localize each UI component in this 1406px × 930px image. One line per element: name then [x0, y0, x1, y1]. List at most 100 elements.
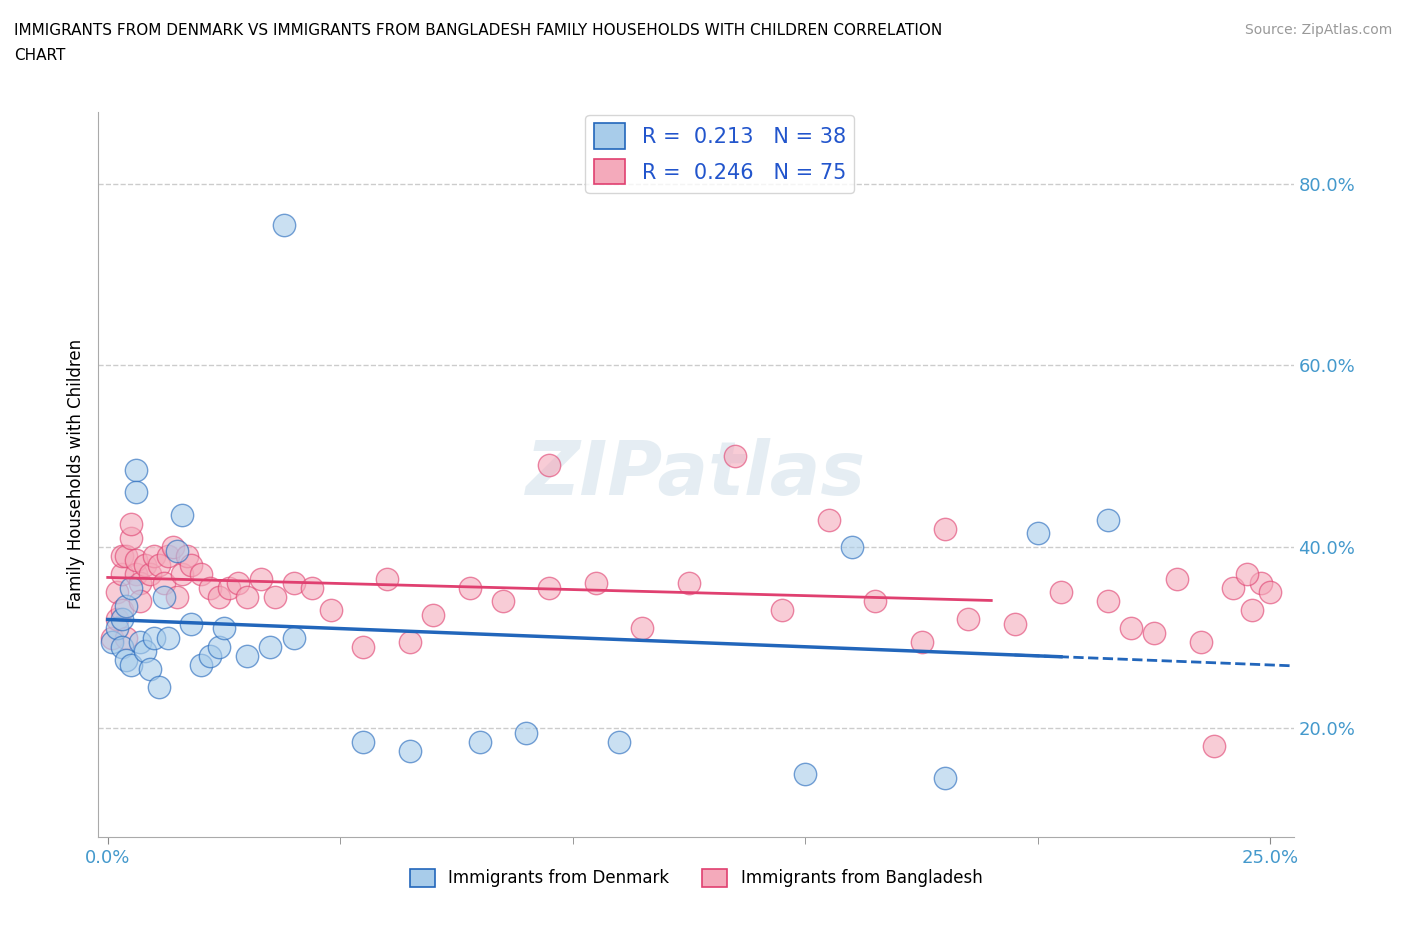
Point — [166, 544, 188, 559]
Point — [678, 576, 700, 591]
Point — [134, 558, 156, 573]
Point — [120, 580, 142, 595]
Point — [157, 631, 180, 645]
Point — [111, 612, 134, 627]
Point — [283, 576, 305, 591]
Point — [724, 449, 747, 464]
Point — [124, 462, 146, 477]
Point — [1026, 525, 1049, 540]
Point — [301, 580, 323, 595]
Point — [1258, 585, 1281, 600]
Point — [956, 612, 979, 627]
Point — [129, 576, 152, 591]
Point — [1050, 585, 1073, 600]
Point — [198, 580, 221, 595]
Point — [176, 549, 198, 564]
Point — [259, 639, 281, 654]
Point — [157, 549, 180, 564]
Point — [1222, 580, 1244, 595]
Point — [1143, 626, 1166, 641]
Point — [105, 585, 128, 600]
Point — [166, 590, 188, 604]
Point — [468, 735, 491, 750]
Point — [794, 766, 817, 781]
Point — [172, 566, 194, 581]
Point — [218, 580, 240, 595]
Point — [399, 634, 422, 649]
Point — [934, 521, 956, 536]
Point — [212, 621, 235, 636]
Point — [353, 735, 375, 750]
Point — [236, 590, 259, 604]
Point — [1236, 566, 1258, 581]
Point — [1004, 617, 1026, 631]
Point — [250, 571, 273, 586]
Point — [124, 553, 146, 568]
Point — [115, 631, 138, 645]
Point — [115, 598, 138, 613]
Point — [134, 644, 156, 658]
Point — [105, 612, 128, 627]
Point — [120, 530, 142, 545]
Point — [101, 631, 124, 645]
Point — [817, 512, 839, 527]
Point — [101, 634, 124, 649]
Point — [115, 653, 138, 668]
Point — [585, 576, 607, 591]
Legend: Immigrants from Denmark, Immigrants from Bangladesh: Immigrants from Denmark, Immigrants from… — [404, 862, 988, 894]
Point — [115, 549, 138, 564]
Point — [607, 735, 630, 750]
Point — [236, 648, 259, 663]
Point — [124, 566, 146, 581]
Point — [460, 580, 482, 595]
Point — [111, 639, 134, 654]
Point — [399, 743, 422, 758]
Point — [375, 571, 398, 586]
Point — [1097, 512, 1119, 527]
Point — [770, 603, 793, 618]
Y-axis label: Family Households with Children: Family Households with Children — [66, 339, 84, 609]
Point — [208, 590, 231, 604]
Point — [538, 580, 561, 595]
Point — [111, 549, 134, 564]
Point — [190, 566, 212, 581]
Point — [264, 590, 287, 604]
Point — [143, 549, 166, 564]
Point — [120, 658, 142, 672]
Point — [162, 539, 184, 554]
Point — [273, 218, 295, 232]
Point — [111, 566, 134, 581]
Point — [934, 771, 956, 786]
Point — [129, 594, 152, 609]
Point — [208, 639, 231, 654]
Text: IMMIGRANTS FROM DENMARK VS IMMIGRANTS FROM BANGLADESH FAMILY HOUSEHOLDS WITH CHI: IMMIGRANTS FROM DENMARK VS IMMIGRANTS FR… — [14, 23, 942, 38]
Point — [538, 458, 561, 472]
Point — [143, 631, 166, 645]
Point — [492, 594, 515, 609]
Point — [841, 539, 863, 554]
Text: CHART: CHART — [14, 48, 66, 63]
Point — [124, 485, 146, 500]
Point — [1166, 571, 1188, 586]
Point — [353, 639, 375, 654]
Point — [1189, 634, 1212, 649]
Point — [283, 631, 305, 645]
Text: Source: ZipAtlas.com: Source: ZipAtlas.com — [1244, 23, 1392, 37]
Point — [152, 590, 174, 604]
Point — [910, 634, 932, 649]
Point — [138, 566, 160, 581]
Point — [190, 658, 212, 672]
Point — [319, 603, 342, 618]
Point — [180, 558, 202, 573]
Point — [1250, 576, 1272, 591]
Point — [631, 621, 654, 636]
Point — [1240, 603, 1263, 618]
Point — [138, 662, 160, 677]
Point — [863, 594, 886, 609]
Point — [226, 576, 249, 591]
Point — [152, 576, 174, 591]
Point — [180, 617, 202, 631]
Point — [172, 508, 194, 523]
Text: ZIPatlas: ZIPatlas — [526, 438, 866, 511]
Point — [1204, 738, 1226, 753]
